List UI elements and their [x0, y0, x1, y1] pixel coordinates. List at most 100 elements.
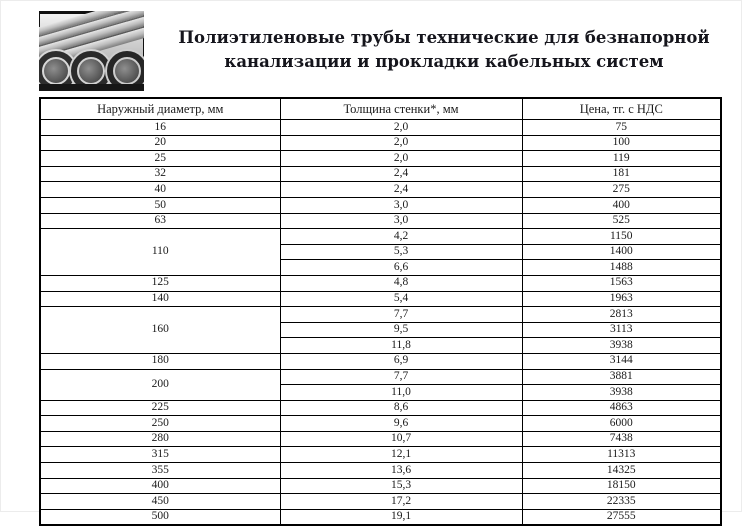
pipes-photo-icon	[39, 11, 144, 91]
cell-diameter: 400	[39, 477, 281, 495]
cell-thickness: 17,2	[279, 493, 523, 510]
page-title-line1: Полиэтиленовые трубы технические для без…	[178, 28, 710, 47]
cell-thickness: 3,0	[279, 196, 523, 214]
cell-thickness: 5,3	[279, 243, 523, 261]
cell-price: 11313	[521, 446, 722, 464]
column-header-price: Цена, тг. с НДС	[521, 97, 722, 120]
table-row: 9,5 3113	[40, 321, 722, 339]
cell-diameter: 40	[39, 181, 281, 198]
cell-diameter: 200	[39, 368, 281, 401]
cell-thickness: 7,7	[279, 306, 523, 323]
document-header: Полиэтиленовые трубы технические для без…	[1, 1, 741, 97]
cell-price: 3881	[521, 368, 722, 386]
page-title: Полиэтиленовые трубы технические для без…	[159, 26, 729, 74]
cell-price: 7438	[521, 430, 722, 448]
table-row: 355 13,6 14325	[39, 462, 722, 479]
cell-diameter: 20	[39, 134, 281, 152]
cell-diameter: 50	[39, 196, 281, 214]
table-row: 280 10,7 7438	[39, 430, 722, 448]
table-row: 450 17,2 22335	[39, 493, 722, 510]
cell-diameter: 140	[39, 290, 281, 308]
cell-price: 3938	[521, 337, 722, 354]
table-row: 6,6 1488	[40, 259, 722, 276]
cell-thickness: 9,5	[279, 321, 523, 339]
cell-thickness: 2,0	[279, 150, 523, 167]
table-body: 16 2,0 75 20 2,0 100 25 2,0 119 32 2,4 181 40 2,4 275 5…	[39, 119, 722, 526]
cell-price: 119	[521, 150, 722, 167]
table-row: 125 4,8 1563	[39, 274, 722, 292]
cell-diameter: 355	[39, 462, 281, 479]
cell-diameter: 450	[39, 493, 281, 510]
table-header-row: Наружный диаметр, мм Толщина стенки*, мм…	[39, 97, 722, 120]
table-row: 5,3 1400	[40, 243, 722, 261]
table-row: 250 9,6 6000	[39, 415, 722, 432]
cell-diameter: 160	[39, 306, 281, 354]
cell-price: 75	[521, 119, 722, 136]
cell-price: 3144	[521, 352, 722, 370]
cell-diameter: 32	[39, 165, 281, 183]
cell-thickness: 6,6	[279, 259, 523, 276]
cell-price: 6000	[521, 415, 722, 432]
table-row: 50 3,0 400	[39, 196, 722, 214]
cell-thickness: 6,9	[279, 352, 523, 370]
cell-diameter: 63	[39, 212, 281, 230]
cell-price: 4863	[521, 399, 722, 417]
cell-price: 275	[521, 181, 722, 198]
table-row: 200 7,7 3881	[39, 368, 722, 401]
cell-diameter: 110	[39, 228, 281, 276]
cell-price: 525	[521, 212, 722, 230]
cell-price: 1963	[521, 290, 722, 308]
table-row: 315 12,1 11313	[39, 446, 722, 464]
table-row: 140 5,4 1963	[39, 290, 722, 308]
cell-thickness: 8,6	[279, 399, 523, 417]
table-row: 40 2,4 275	[39, 181, 722, 198]
cell-diameter: 25	[39, 150, 281, 167]
table-row: 11,8 3938	[40, 337, 722, 354]
table-row: 63 3,0 525	[39, 212, 722, 230]
cell-price: 3113	[521, 321, 722, 339]
table-row: 16 2,0 75	[39, 119, 722, 136]
table-row: 160 7,7 2813	[39, 306, 722, 354]
cell-price: 400	[521, 196, 722, 214]
column-header-diameter: Наружный диаметр, мм	[39, 97, 281, 120]
cell-price: 2813	[521, 306, 722, 323]
cell-diameter: 16	[39, 119, 281, 136]
page-title-line2: канализации и прокладки кабельных систем	[224, 51, 664, 71]
cell-diameter: 180	[39, 352, 281, 370]
cell-price: 1563	[521, 274, 722, 292]
cell-thickness: 15,3	[279, 477, 523, 495]
table-row: 400 15,3 18150	[39, 477, 722, 495]
cell-thickness: 2,4	[279, 181, 523, 198]
table-row: 25 2,0 119	[39, 150, 722, 167]
cell-thickness: 11,8	[279, 337, 523, 354]
cell-thickness: 2,0	[279, 134, 523, 152]
cell-diameter: 225	[39, 399, 281, 417]
cell-price: 18150	[521, 477, 722, 495]
cell-thickness: 4,2	[279, 228, 523, 245]
cell-thickness: 11,0	[279, 384, 523, 401]
cell-thickness: 2,0	[279, 119, 523, 136]
table-row: 110 4,2 1150	[39, 228, 722, 276]
cell-thickness: 5,4	[279, 290, 523, 308]
cell-diameter: 280	[39, 430, 281, 448]
table-row: 32 2,4 181	[39, 165, 722, 183]
cell-price: 14325	[521, 462, 722, 479]
pipes-price-table: Наружный диаметр, мм Толщина стенки*, мм…	[39, 97, 722, 526]
cell-price: 3938	[521, 384, 722, 401]
column-header-thickness: Толщина стенки*, мм	[279, 97, 523, 120]
cell-thickness: 3,0	[279, 212, 523, 230]
cell-price: 181	[521, 165, 722, 183]
cell-price: 100	[521, 134, 722, 152]
cell-price: 1400	[521, 243, 722, 261]
table-row: 180 6,9 3144	[39, 352, 722, 370]
cell-diameter: 315	[39, 446, 281, 464]
cell-thickness: 9,6	[279, 415, 523, 432]
cell-price: 22335	[521, 493, 722, 510]
cell-price: 1488	[521, 259, 722, 276]
cell-thickness: 13,6	[279, 462, 523, 479]
cell-price: 1150	[521, 228, 722, 245]
cell-thickness: 4,8	[279, 274, 523, 292]
table-row: 225 8,6 4863	[39, 399, 722, 417]
cell-thickness: 7,7	[279, 368, 523, 386]
